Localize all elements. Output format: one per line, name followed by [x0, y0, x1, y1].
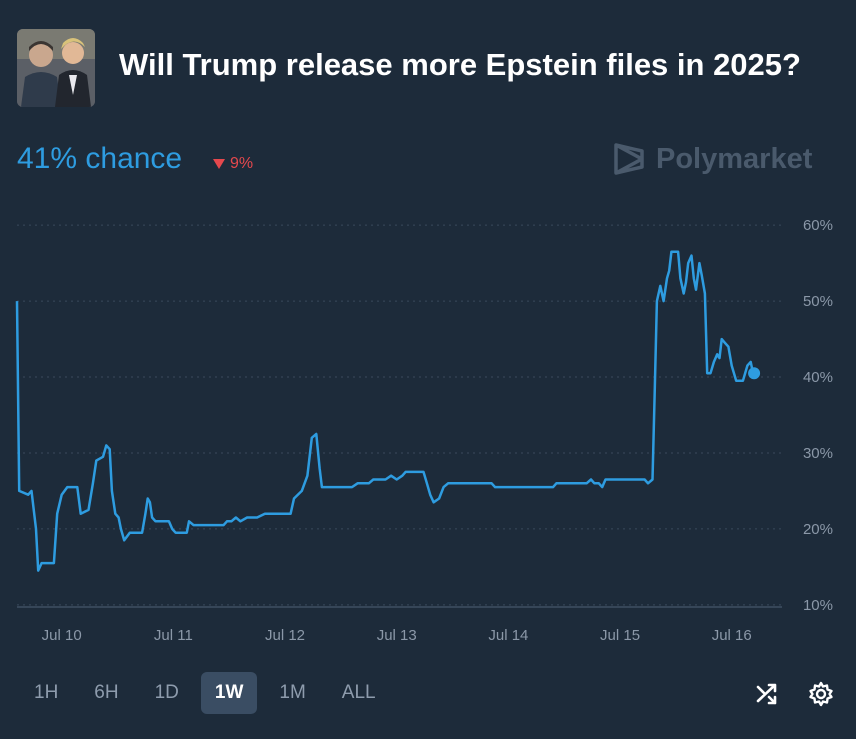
- x-tick-label: Jul 16: [712, 627, 752, 644]
- y-axis-ticks: 10% 20% 30% 40% 50% 60%: [803, 217, 833, 614]
- y-tick-label: 60%: [803, 217, 833, 234]
- y-tick-label: 10%: [803, 597, 833, 614]
- shuffle-icon[interactable]: [755, 681, 781, 707]
- range-button-1w[interactable]: 1W: [200, 672, 258, 714]
- polymarket-logo: Polymarket: [612, 141, 812, 177]
- x-axis-ticks: Jul 10 Jul 11 Jul 12 Jul 13 Jul 14 Jul 15 Jul …: [42, 627, 752, 644]
- x-tick-label: Jul 12: [265, 627, 305, 644]
- x-tick-label: Jul 13: [377, 627, 417, 644]
- y-tick-label: 20%: [803, 521, 833, 538]
- last-point-marker: [748, 367, 761, 380]
- x-tick-label: Jul 14: [488, 627, 528, 644]
- market-title: Will Trump release more Epstein files in…: [119, 47, 801, 82]
- y-tick-label: 40%: [803, 369, 833, 386]
- x-tick-label: Jul 10: [42, 627, 82, 644]
- probability-chart: 10%20%30%40%50%60% Jul 10 Jul 11 Jul 12 Jul…: [15, 217, 833, 644]
- market-photo: [17, 29, 95, 107]
- x-tick-label: Jul 11: [154, 627, 193, 644]
- polymarket-icon: [614, 143, 644, 175]
- settings-gear-icon[interactable]: [808, 681, 834, 707]
- range-button-6h[interactable]: 6H: [94, 682, 119, 703]
- brand-name: Polymarket: [656, 142, 813, 175]
- range-button-1m[interactable]: 1M: [279, 682, 306, 703]
- market-thumbnail: [17, 29, 95, 107]
- range-button-1h[interactable]: 1H: [34, 682, 59, 703]
- series-line: [15, 250, 755, 572]
- triangle-down-icon: [213, 159, 225, 169]
- time-range-selector: 1H 6H 1D 1W 1M ALL: [20, 672, 390, 714]
- change-indicator: 9%: [212, 155, 253, 173]
- x-tick-label: Jul 15: [600, 627, 640, 644]
- y-tick-label: 30%: [803, 445, 833, 462]
- change-value: 9%: [230, 155, 254, 172]
- range-button-all[interactable]: ALL: [341, 682, 376, 703]
- range-button-1d[interactable]: 1D: [154, 682, 179, 703]
- y-tick-label: 50%: [803, 293, 833, 310]
- chance-value: 41% chance: [17, 142, 183, 175]
